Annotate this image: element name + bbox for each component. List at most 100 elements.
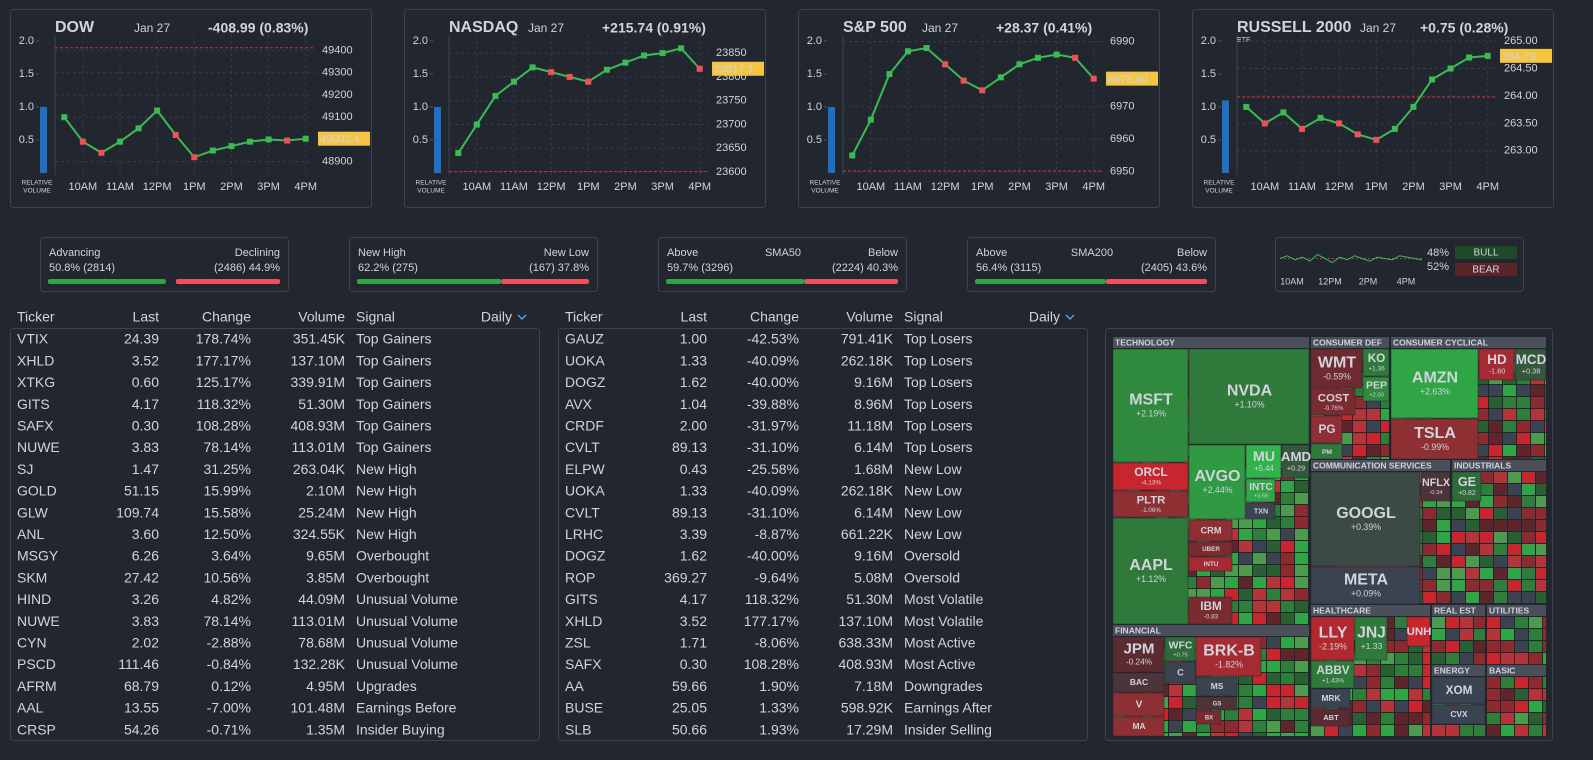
heatmap-tile[interactable] [1362, 348, 1390, 377]
signal[interactable]: Top Losers [904, 352, 972, 368]
ticker[interactable]: UOKA [565, 352, 605, 368]
ticker[interactable]: GLW [17, 504, 49, 520]
signal[interactable]: Most Active [904, 656, 976, 672]
heatmap-tile[interactable] [1310, 348, 1363, 389]
heatmap-tile[interactable] [1188, 444, 1246, 520]
heatmap-tile[interactable] [1431, 704, 1486, 725]
signal[interactable]: Unusual Volume [356, 613, 458, 629]
ticker[interactable]: XHLD [565, 613, 602, 629]
signal[interactable]: Overbought [356, 569, 429, 585]
ticker[interactable]: HIND [17, 591, 51, 607]
ticker[interactable]: AFRM [17, 678, 57, 694]
ticker[interactable]: NUWE [17, 439, 60, 455]
heatmap-tile[interactable] [1310, 616, 1355, 661]
ticker[interactable]: GITS [17, 396, 50, 412]
ticker[interactable]: AA [565, 678, 584, 694]
heatmap-tile[interactable] [1245, 444, 1282, 479]
heatmap-tile[interactable] [1245, 502, 1276, 520]
signal[interactable]: Overbought [356, 548, 429, 564]
heatmap-tile[interactable] [1514, 348, 1547, 381]
ticker[interactable]: GOLD [17, 483, 57, 499]
signal[interactable]: Oversold [904, 569, 960, 585]
signal[interactable]: Oversold [904, 548, 960, 564]
heatmap-tile[interactable] [1195, 710, 1222, 725]
heatmap-tile[interactable] [1164, 636, 1196, 662]
ticker[interactable]: BUSE [565, 700, 603, 716]
signal[interactable]: New High [356, 504, 417, 520]
heatmap-tile[interactable] [1112, 672, 1165, 693]
heatmap-tile[interactable] [1112, 462, 1189, 491]
heatmap-tile[interactable] [1112, 716, 1165, 737]
signal[interactable]: Downgrades [904, 678, 983, 694]
signal[interactable]: Top Losers [904, 396, 972, 412]
signal[interactable]: Top Gainers [356, 331, 431, 347]
signal[interactable]: Unusual Volume [356, 656, 458, 672]
heatmap-tile[interactable] [1195, 676, 1238, 697]
ticker[interactable]: GITS [565, 591, 598, 607]
heatmap-tile[interactable] [1310, 566, 1421, 605]
heatmap-tile[interactable] [1354, 616, 1388, 661]
ticker[interactable]: SKM [17, 569, 47, 585]
heatmap-tile[interactable] [1188, 519, 1233, 542]
heatmap-tile[interactable] [1390, 348, 1479, 419]
ticker[interactable]: SJ [17, 461, 33, 477]
signal[interactable]: Top Losers [904, 418, 972, 434]
heatmap-tile[interactable] [1195, 636, 1262, 677]
heatmap-tile[interactable] [1310, 471, 1421, 567]
ticker[interactable]: ANL [17, 526, 44, 542]
heatmap-tile[interactable] [1310, 388, 1356, 416]
heatmap-tile[interactable] [1112, 636, 1165, 673]
ticker[interactable]: SAFX [565, 656, 602, 672]
signal[interactable]: Most Volatile [904, 613, 984, 629]
signal[interactable]: Top Gainers [356, 374, 431, 390]
heatmap-tile[interactable] [1281, 444, 1310, 479]
heatmap-tile[interactable] [1188, 541, 1233, 557]
heatmap-tile[interactable] [1478, 348, 1515, 381]
heatmap-tile[interactable] [1431, 676, 1486, 705]
heatmap-tile[interactable] [1310, 415, 1343, 444]
signal[interactable]: New High [356, 483, 417, 499]
period-dropdown[interactable]: Daily [481, 309, 512, 325]
ticker[interactable]: DOGZ [565, 374, 606, 390]
heatmap-tile[interactable] [1310, 688, 1351, 709]
ticker[interactable]: UOKA [565, 483, 605, 499]
heatmap-tile[interactable] [1390, 418, 1479, 460]
period-dropdown[interactable]: Daily [1029, 309, 1060, 325]
signal[interactable]: Most Volatile [904, 591, 984, 607]
signal[interactable]: Unusual Volume [356, 635, 458, 651]
signal[interactable]: New Low [904, 483, 962, 499]
signal[interactable]: New Low [904, 504, 962, 520]
heatmap-tile[interactable] [1451, 471, 1482, 502]
signal[interactable]: Insider Buying [356, 721, 445, 737]
heatmap-tile[interactable] [1310, 708, 1351, 727]
ticker[interactable]: SLB [565, 721, 591, 737]
ticker[interactable]: SAFX [17, 418, 54, 434]
signal[interactable]: Insider Selling [904, 721, 992, 737]
heatmap-tile[interactable] [1112, 692, 1165, 717]
ticker[interactable]: AAL [17, 700, 44, 716]
signal[interactable]: Unusual Volume [356, 591, 458, 607]
ticker[interactable]: AVX [565, 396, 593, 412]
signal[interactable]: Most Active [904, 635, 976, 651]
heatmap-tile[interactable] [1112, 517, 1189, 625]
ticker[interactable]: DOGZ [565, 548, 606, 564]
ticker[interactable]: MSGY [17, 548, 59, 564]
heatmap-tile[interactable] [1112, 490, 1189, 518]
signal[interactable]: Top Losers [904, 439, 972, 455]
heatmap-tile[interactable] [1245, 478, 1276, 503]
ticker[interactable]: CYN [17, 635, 47, 651]
ticker[interactable]: ELPW [565, 461, 605, 477]
ticker[interactable]: ZSL [565, 635, 591, 651]
ticker[interactable]: CVLT [565, 439, 600, 455]
ticker[interactable]: PSCD [17, 656, 56, 672]
heatmap-tile[interactable] [1406, 616, 1431, 647]
signal[interactable]: Top Losers [904, 374, 972, 390]
heatmap-tile[interactable] [1188, 556, 1233, 572]
heatmap-tile[interactable] [1164, 661, 1196, 684]
signal[interactable]: Top Gainers [356, 396, 431, 412]
signal[interactable]: Top Gainers [356, 439, 431, 455]
heatmap-tile[interactable] [1112, 348, 1189, 463]
ticker[interactable]: CRSP [17, 721, 56, 737]
heatmap-tile[interactable] [1188, 348, 1310, 445]
ticker[interactable]: ROP [565, 569, 595, 585]
